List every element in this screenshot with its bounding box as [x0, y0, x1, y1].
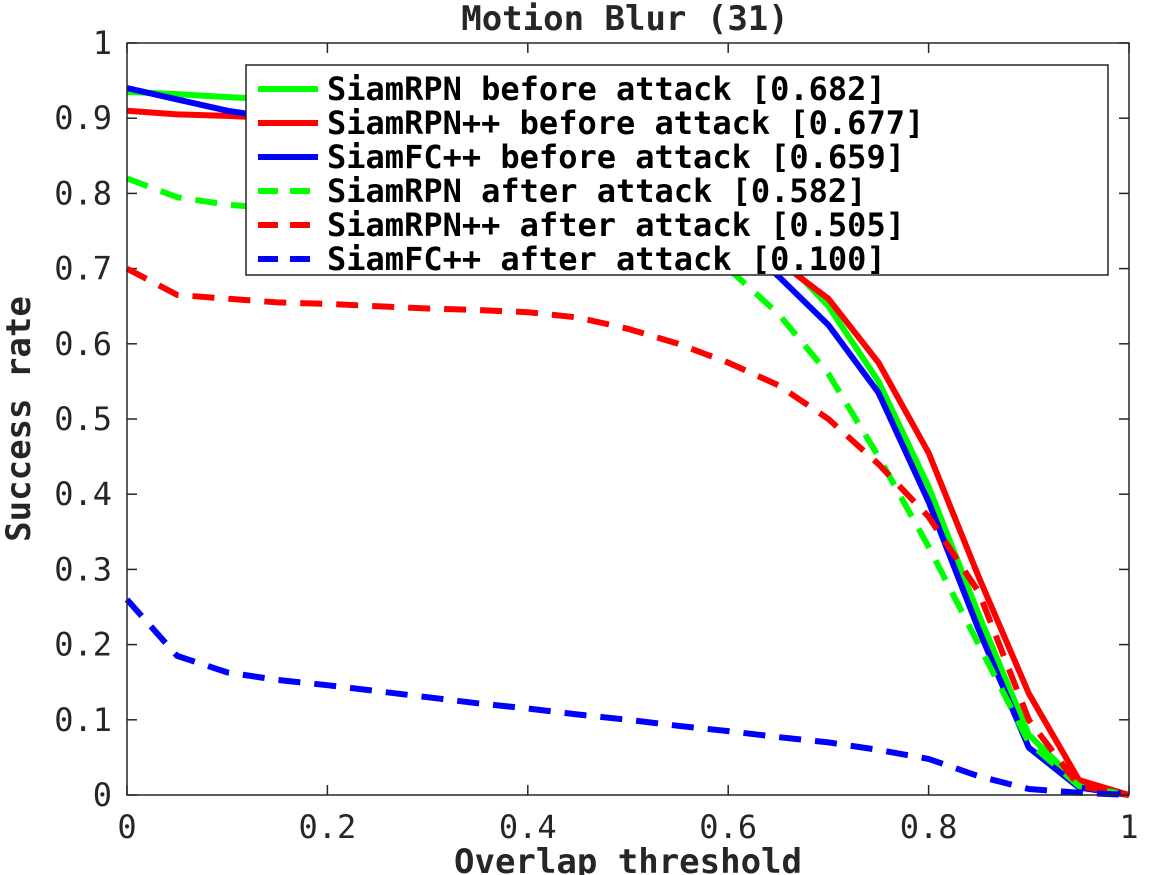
series-line-6	[124, 597, 1130, 798]
chart-title: Motion Blur (31)	[461, 0, 789, 39]
y-tick-label: 0.2	[54, 626, 112, 664]
y-tick-label: 0	[93, 776, 112, 814]
y-tick-label: 0.3	[54, 550, 112, 588]
legend-label-2: SiamRPN++ before attack [0.677]	[327, 104, 924, 142]
x-axis-label: Overlap threshold	[454, 842, 802, 875]
legend-label-3: SiamFC++ before attack [0.659]	[327, 138, 905, 176]
y-tick-label: 1	[93, 24, 112, 62]
x-tick-labels: 0 0.2 0.4 0.6 0.8 1	[117, 808, 1138, 846]
legend-label-6: SiamFC++ after attack [0.100]	[327, 240, 886, 278]
y-axis-label: Success rate	[0, 296, 39, 542]
y-tick-labels: 0 0.1 0.2 0.3 0.4 0.5 0.6 0.7 0.8 0.9 1	[54, 24, 112, 814]
y-tick-label: 0.9	[54, 99, 112, 137]
y-tick-label: 0.5	[54, 400, 112, 438]
legend-label-5: SiamRPN++ after attack [0.505]	[327, 206, 905, 244]
x-tick-label: 0.2	[299, 808, 357, 846]
x-tick-label: 0.8	[900, 808, 958, 846]
y-tick-label: 0.1	[54, 701, 112, 739]
x-tick-label: 0.6	[699, 808, 757, 846]
y-tick-label: 0.4	[54, 475, 112, 513]
legend-box	[245, 64, 1109, 276]
legend-entries: SiamRPN before attack [0.682]SiamRPN++ b…	[258, 70, 924, 278]
plot-frame	[126, 42, 1130, 796]
legend-label-4: SiamRPN after attack [0.582]	[327, 172, 866, 210]
series-line-5	[125, 265, 1130, 798]
legend-label-1: SiamRPN before attack [0.682]	[327, 70, 886, 108]
y-tick-label: 0.8	[54, 174, 112, 212]
y-tick-label: 0.7	[54, 250, 112, 288]
y-tick-label: 0.6	[54, 325, 112, 363]
x-tick-label: 1	[1119, 808, 1138, 846]
legend: SiamRPN before attack [0.682]SiamRPN++ b…	[245, 64, 1109, 278]
x-tick-label: 0	[117, 808, 136, 846]
x-tick-label: 0.4	[499, 808, 557, 846]
